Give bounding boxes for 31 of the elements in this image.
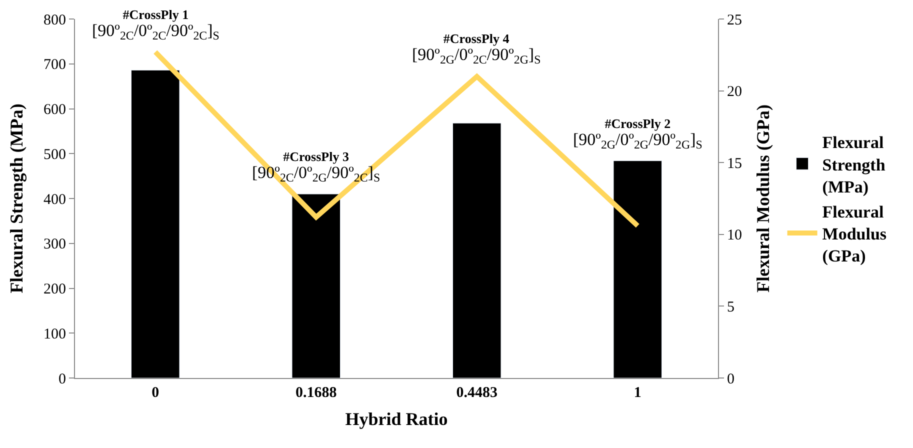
x-tick-label: 0.4483 <box>456 385 498 401</box>
y2-tick-label: 10 <box>727 228 742 244</box>
text: #CrossPly 1 [90º$_{2C}$/0º$_{2C}$/90º$_{2C}$]$_{S}$ <box>92 7 220 42</box>
y2-tick-label: 15 <box>727 156 742 172</box>
y2-axis-title: Flexural Modulus (GPa) <box>753 104 774 292</box>
legend-label: Flexural Modulus (GPa) <box>822 202 887 266</box>
y2-tick-label: 5 <box>727 299 734 316</box>
x-axis-title: Hybrid Ratio <box>345 409 448 430</box>
y-tick-label: 600 <box>44 102 66 118</box>
legend-label: Flexural Strength (MPa) <box>822 133 886 196</box>
y2-tick-label: 25 <box>727 12 742 28</box>
y-tick-label: 700 <box>44 57 66 74</box>
bar <box>131 70 180 378</box>
y-axis-title: Flexural Strength (MPa) <box>6 104 27 294</box>
y-tick-label: 0 <box>58 371 66 388</box>
text: #CrossPly 4 [90º$_{2G}$/0º$_{2C}$/90º$_{2G}$]$_{S}$ <box>412 31 541 66</box>
x-tick-label: 0 <box>152 385 160 401</box>
y-tick-label: 200 <box>44 282 66 298</box>
bar <box>452 122 502 378</box>
y-tick-label: 100 <box>44 326 66 342</box>
bar <box>292 194 340 378</box>
text: #CrossPly 2 [90º$_{2G}$/0º$_{2G}$/90º$_{2G}$]$_{S}$ <box>573 116 702 152</box>
y-tick-label: 400 <box>44 192 66 208</box>
x-tick-label: 0.1688 <box>296 385 337 401</box>
bar <box>613 160 662 378</box>
y2-tick-label: 20 <box>727 84 742 100</box>
y-tick-label: 500 <box>44 146 66 163</box>
x-tick-label: 1 <box>634 385 642 401</box>
y2-tick-label: 0 <box>727 371 734 388</box>
y-tick-label: 800 <box>44 12 66 28</box>
y-tick-label: 300 <box>44 236 66 253</box>
